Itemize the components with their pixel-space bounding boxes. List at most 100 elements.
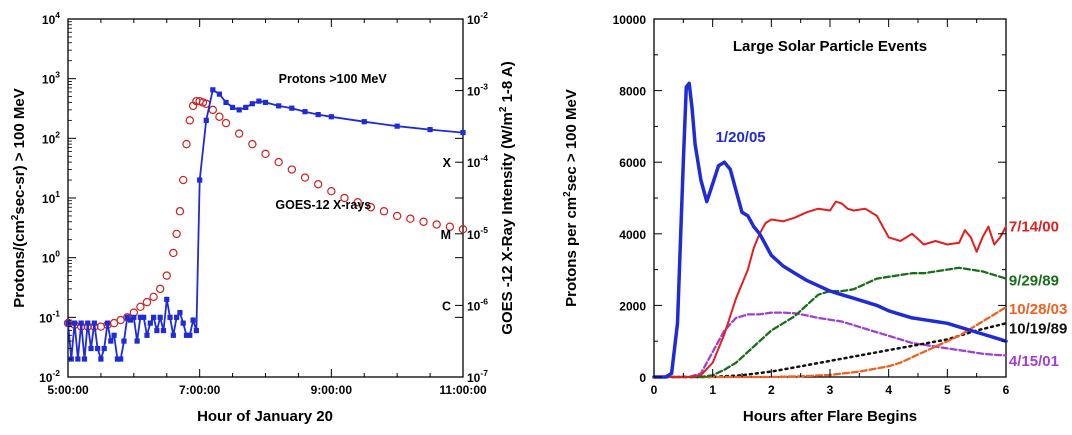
protons-point	[170, 332, 176, 338]
left-y-tick-label: 103	[42, 70, 60, 87]
protons-point	[276, 103, 282, 109]
protons-point	[81, 356, 88, 362]
left-y-tick-label-base: 10	[39, 371, 53, 385]
right-chart-x-tick-label: 0	[651, 383, 658, 397]
event-label: 7/14/00	[1009, 219, 1059, 236]
xray-point	[234, 129, 244, 138]
right-y-tick-label-base: 10	[467, 85, 481, 99]
protons-point	[104, 320, 111, 326]
right-y-tick-label: 10-6	[467, 296, 488, 313]
xray-point	[149, 292, 158, 302]
right-chart-x-tick-label: 2	[768, 383, 775, 397]
left-x-tick-label: 7:00:00	[179, 383, 221, 397]
protons-point	[157, 314, 163, 320]
right-y-tick-label: 10-5	[467, 225, 488, 242]
protons-point	[262, 99, 269, 106]
protons-point	[216, 91, 223, 97]
protons-point	[183, 332, 190, 338]
xray-point	[215, 112, 224, 121]
flare-class-label: C	[442, 299, 451, 313]
right-y-tick-label-exp: -5	[480, 225, 488, 235]
right-chart-x-tick-label: 4	[885, 383, 892, 397]
xray-point	[142, 297, 152, 307]
protons-point	[88, 345, 94, 352]
right-x-axis-label: Hours after Flare Begins	[743, 408, 917, 425]
protons-point	[147, 320, 153, 326]
xray-point	[274, 157, 283, 167]
right-chart-y-tick-label: 8000	[619, 85, 646, 99]
protons-point	[160, 327, 167, 334]
xray-point	[185, 116, 194, 125]
protons-point	[249, 101, 255, 107]
protons-point	[164, 296, 170, 302]
left-y-tick-label-exp: 1	[55, 189, 60, 199]
protons-point	[71, 320, 78, 326]
left-y-tick-label-base: 10	[42, 192, 56, 206]
protons-point	[197, 177, 203, 183]
protons-point	[75, 356, 81, 362]
right-y-tick-label-exp: -3	[480, 82, 488, 92]
protons-point	[190, 317, 196, 323]
protons-point	[167, 314, 173, 320]
flare-class-label: X	[443, 156, 452, 170]
right-y-tick-label-base: 10	[467, 156, 481, 170]
protons-point	[108, 338, 114, 344]
xray-point	[313, 180, 323, 189]
left-y-tick-label: 102	[42, 129, 60, 146]
protons-point	[124, 314, 130, 320]
right-y-tick-label: 10-2	[467, 10, 488, 27]
xray-point	[182, 139, 191, 149]
right-y-tick-label-exp: -6	[480, 296, 488, 306]
left-y-tick-label: 101	[42, 189, 60, 206]
right-y-tick-label: 10-4	[467, 153, 488, 170]
left-y-tick-label-exp: 0	[55, 249, 60, 259]
protons-point	[131, 314, 137, 320]
protons-point	[180, 320, 186, 326]
ylabel-part: Protons/(cm	[11, 220, 28, 308]
right-chart-title: Large Solar Particle Events	[733, 38, 927, 55]
xray-point	[155, 284, 165, 294]
protons-point	[150, 314, 157, 320]
protons-point	[78, 320, 84, 326]
protons-point	[118, 356, 124, 362]
left-y-tick-label: 104	[42, 10, 60, 27]
xray-point	[432, 220, 441, 229]
right-y-tick-label-base: 10	[467, 228, 481, 242]
xray-point	[248, 139, 257, 149]
right-chart-x-tick-label: 6	[1003, 383, 1010, 397]
right-chart-x-tick-label: 1	[709, 383, 716, 397]
event-label: 9/29/89	[1009, 272, 1059, 289]
left-y-tick-label-base: 10	[42, 13, 56, 27]
ylabel-part: sec-sr) > 100 MeV	[11, 88, 28, 214]
protons-point	[85, 320, 91, 326]
right-y-axis-label: GOES -12 X-Ray Intensity (W/m2 1-8 A)	[498, 61, 516, 334]
event-line	[652, 322, 1008, 379]
protons-point	[289, 105, 295, 111]
protons-point	[127, 317, 134, 323]
left-y-tick-label-exp: 3	[55, 70, 60, 80]
right-chart-y-tick-label: 2000	[619, 299, 646, 313]
protons-point	[256, 98, 262, 104]
left-y-tick-label-base: 10	[39, 311, 53, 325]
ylabel2-part: Protons per cm	[563, 197, 580, 307]
right-chart-y-tick-label: 10000	[613, 13, 647, 27]
left-y-tick-label: 10-1	[39, 308, 60, 325]
left-y-tick-label-base: 10	[42, 252, 56, 266]
protons-point	[315, 111, 321, 118]
protons-point	[134, 338, 140, 344]
right-chart-y-tick-label: 4000	[619, 228, 646, 242]
xray-point	[221, 118, 231, 128]
protons-point	[203, 117, 209, 123]
xray-point	[175, 207, 185, 216]
left-y-axis-label: Protons/(cm2sec-sr) > 100 MeV	[10, 88, 28, 307]
xray-point	[136, 302, 145, 312]
protons-point	[137, 314, 144, 320]
left-y-tick-label-exp: -2	[52, 368, 60, 378]
protons-point	[101, 345, 107, 352]
protons-point	[121, 338, 127, 344]
protons-point	[144, 332, 150, 338]
right-y-tick-label-exp: -4	[480, 153, 488, 163]
left-annotation: GOES-12 X-rays	[275, 198, 371, 212]
right-y-tick-label: 10-7	[467, 368, 488, 385]
xray-point	[366, 203, 376, 212]
